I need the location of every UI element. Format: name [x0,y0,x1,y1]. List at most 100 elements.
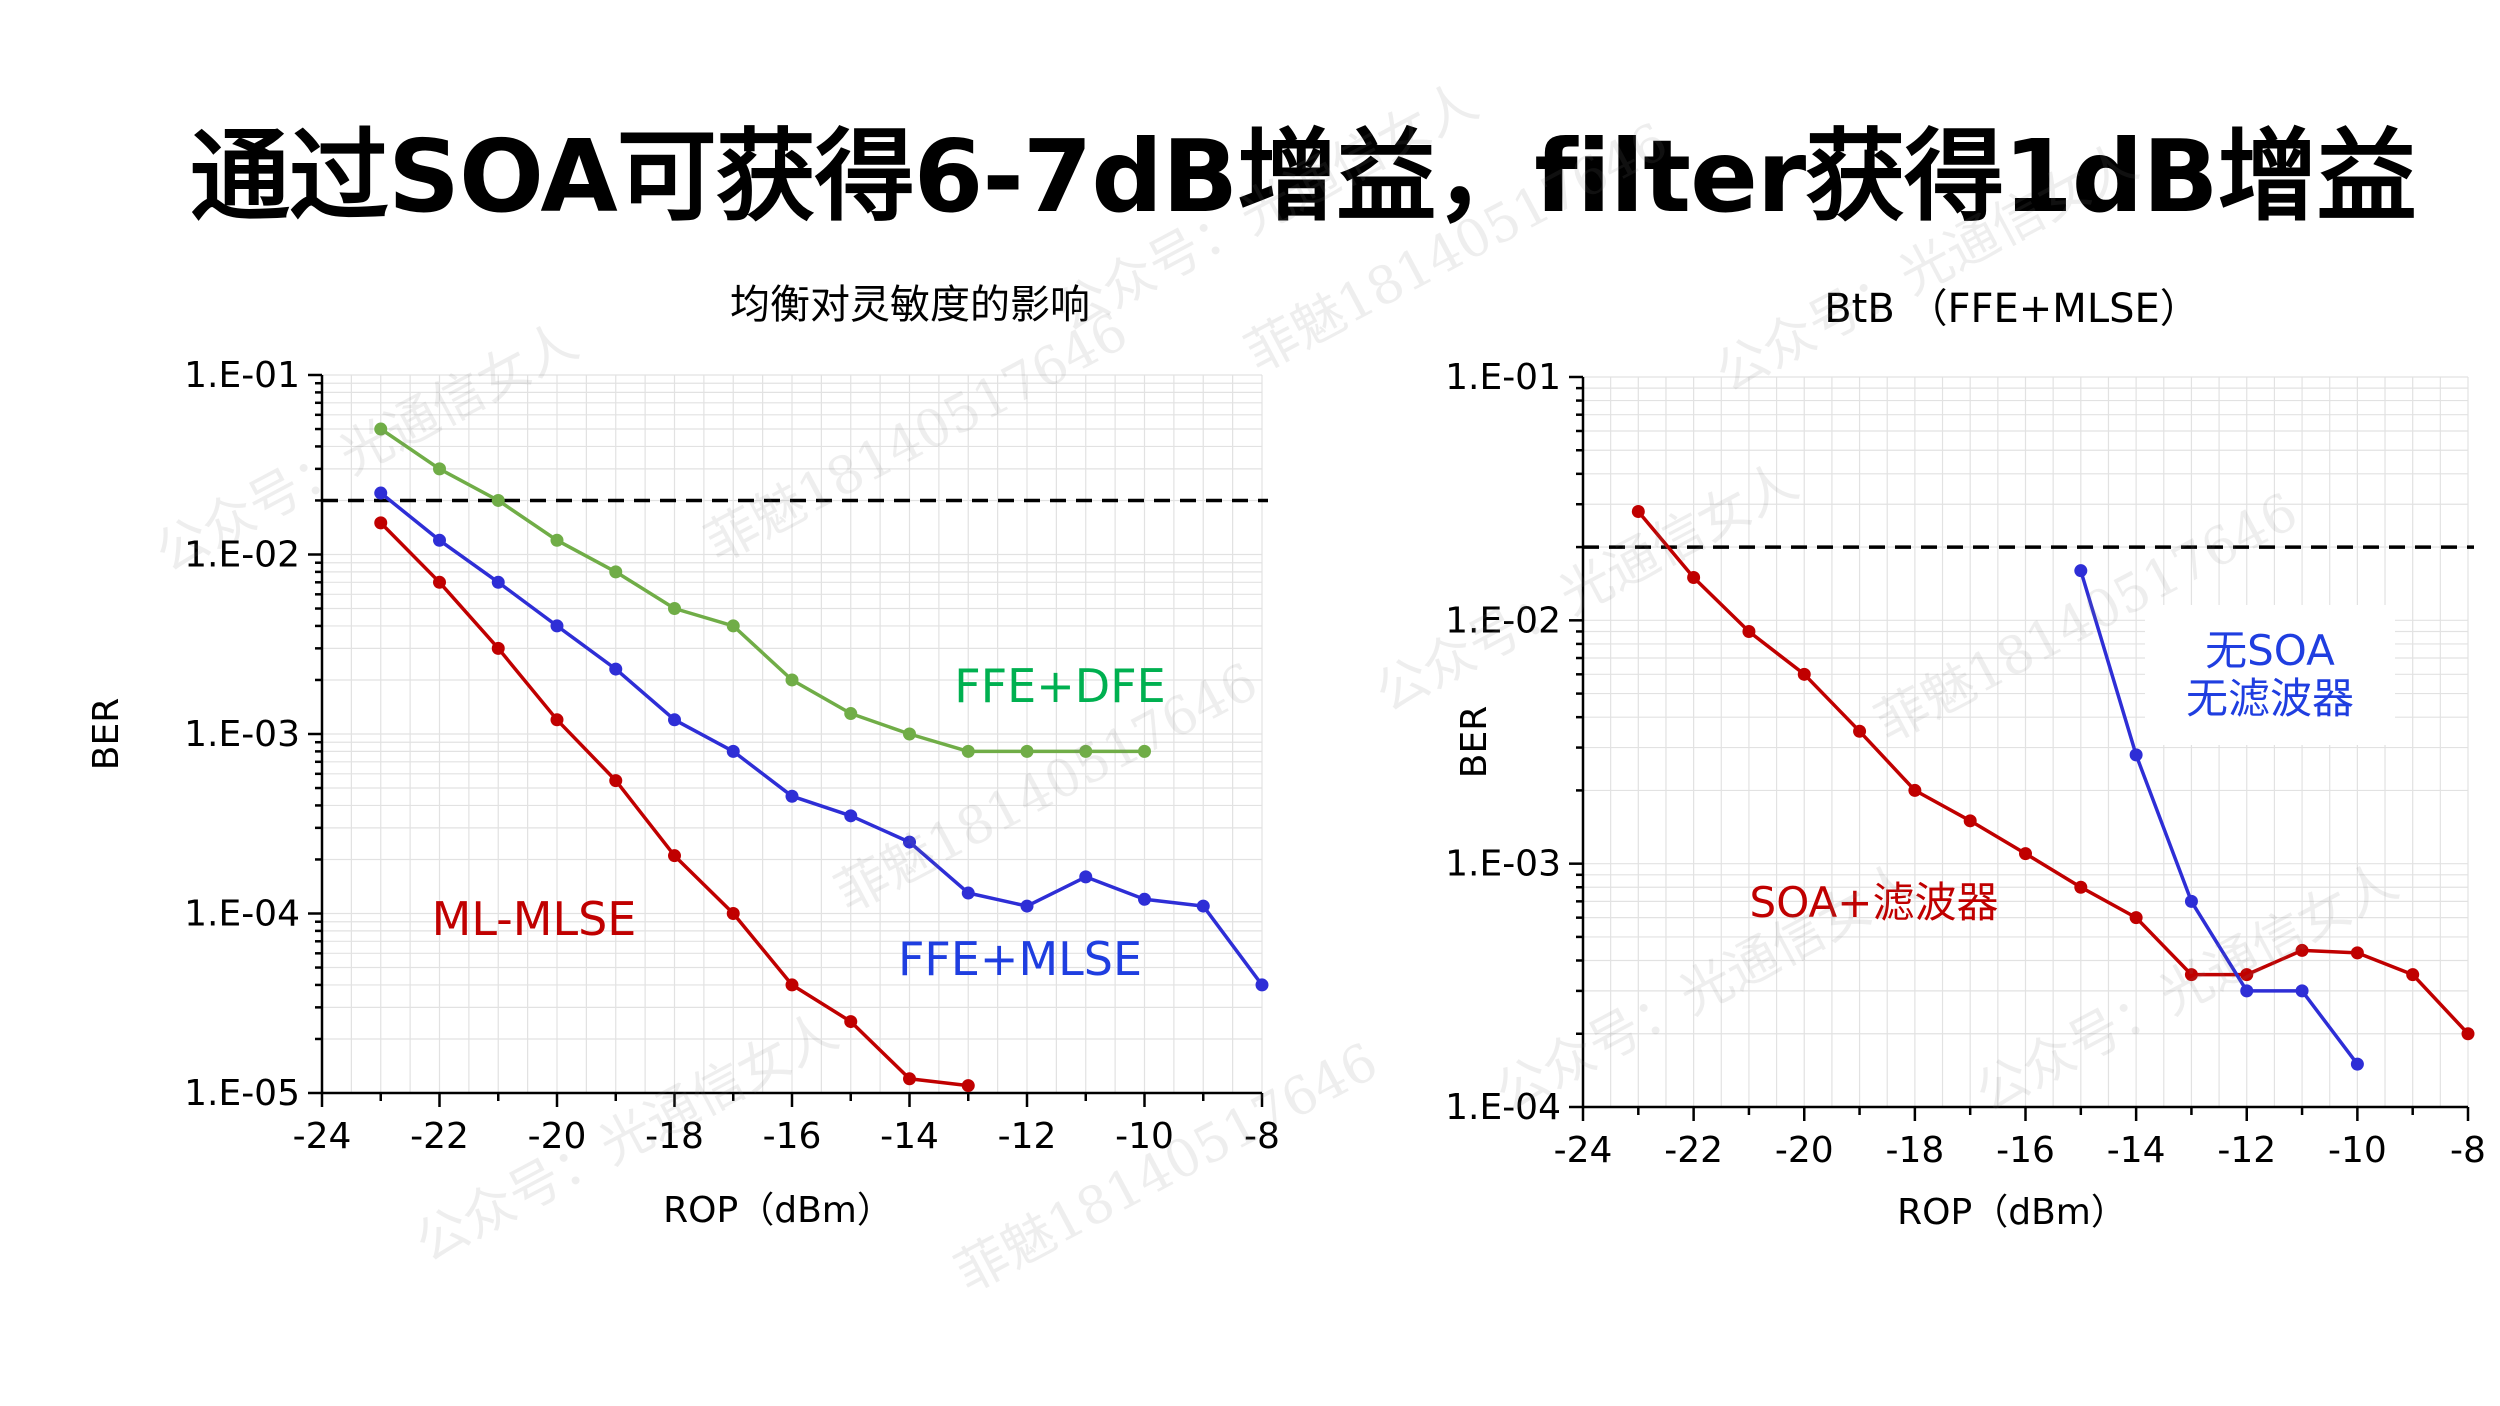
x-tick-label: -14 [2107,1130,2166,1171]
series-line [2079,570,2359,1066]
data-point [491,575,505,589]
data-point [1908,783,1922,797]
data-point [726,744,740,758]
data-point [550,533,564,547]
x-tick-label: -22 [410,1116,469,1157]
data-point [1631,505,1645,519]
chart-title: BtB （FFE+MLSE） [1824,286,2200,332]
data-point [609,565,623,579]
y-axis-title: BER [1454,706,1495,778]
data-point [433,575,446,589]
data-point [1797,667,1811,681]
x-tick-label: -10 [2328,1130,2387,1171]
y-tick-label: 1.E-03 [1445,844,1561,885]
data-point [668,849,681,863]
data-point [1196,899,1210,913]
data-point [1020,899,1034,913]
data-point [2350,946,2364,960]
series-label: FFE+DFE [954,659,1165,713]
data-point [609,774,623,788]
data-point [550,713,564,727]
series-1: FFE+MLSE [374,486,1269,992]
data-point [668,713,681,727]
chart-right: -24 -22 -20 -18 -16 -14 -12 -10 -8 1.E-01 1.E-02 1.… [1445,286,2486,1233]
y-tick-label: 1.E-02 [184,535,300,576]
data-point [2129,748,2143,762]
series-label: 无滤波器 [2186,674,2354,723]
data-point [1255,978,1269,992]
series-2: ML-MLSE [374,516,975,1093]
data-point [1687,570,1701,584]
series-0: FFE+DFE [374,422,1166,758]
x-tick-label: -12 [998,1116,1057,1157]
y-tick-label: 1.E-05 [184,1073,300,1114]
data-point [2295,984,2309,998]
series-label: FFE+MLSE [898,932,1142,986]
data-point [374,422,388,436]
data-point [2350,1057,2364,1071]
data-point [491,641,505,655]
y-tick-label: 1.E-01 [1445,357,1561,398]
x-axis-title: ROP（dBm） [663,1190,893,1231]
data-point [2074,880,2088,894]
data-point [433,462,446,476]
y-axis-title: BER [86,698,127,770]
x-tick-label: -8 [1244,1116,1280,1157]
x-tick-label: -18 [1885,1130,1944,1171]
y-tick-label: 1.E-04 [1445,1087,1561,1128]
data-point [903,835,916,849]
data-point [609,662,623,676]
data-point [961,886,975,900]
x-tick-label: -8 [2450,1130,2486,1171]
x-tick-label: -16 [763,1116,822,1157]
data-point [785,789,799,803]
data-point [433,533,446,547]
data-point [785,673,799,687]
series-label: SOA+滤波器 [1750,878,1999,927]
data-point [2074,564,2088,578]
data-point [1742,624,1756,638]
data-point [1079,744,1093,758]
data-point [1020,744,1034,758]
data-point [726,907,740,920]
slide-title: 通过SOA可获得6-7dB增益，filter获得1dB增益 [190,118,2417,235]
data-point [2019,847,2032,861]
data-point [2240,968,2254,982]
data-point [668,602,681,616]
data-point [374,486,388,500]
data-point [1138,892,1151,906]
data-point [844,1015,858,1029]
data-point [903,727,916,741]
data-point [2184,894,2198,908]
data-point [1079,870,1093,884]
x-tick-label: -14 [880,1116,939,1157]
x-tick-label: -20 [1775,1130,1834,1171]
data-point [1138,744,1151,758]
series-line [379,427,1145,754]
data-point [2240,984,2254,998]
data-point [2461,1027,2475,1041]
data-point [550,619,564,633]
y-tick-label: 1.E-02 [1445,600,1561,641]
y-tick-label: 1.E-01 [184,355,300,396]
data-point [2406,968,2420,982]
series-line [1636,510,2470,1035]
x-tick-label: -18 [645,1116,704,1157]
series-0: SOA+滤波器 [1631,505,2475,1041]
data-point [726,619,740,633]
data-point [961,1079,975,1093]
x-tick-label: -22 [1664,1130,1723,1171]
x-tick-label: -24 [1554,1130,1613,1171]
data-point [374,516,388,530]
chart-left: -24 -22 -20 -18 -16 -14 -12 -10 -8 1.E-01 1.E-02 1.… [86,282,1280,1231]
x-tick-label: -24 [293,1116,352,1157]
y-tick-label: 1.E-04 [184,894,300,935]
y-tick-label: 1.E-03 [184,714,300,755]
series-label: 无SOA [2205,626,2335,675]
data-point [903,1072,916,1086]
data-point [844,809,858,823]
data-point [785,978,799,992]
